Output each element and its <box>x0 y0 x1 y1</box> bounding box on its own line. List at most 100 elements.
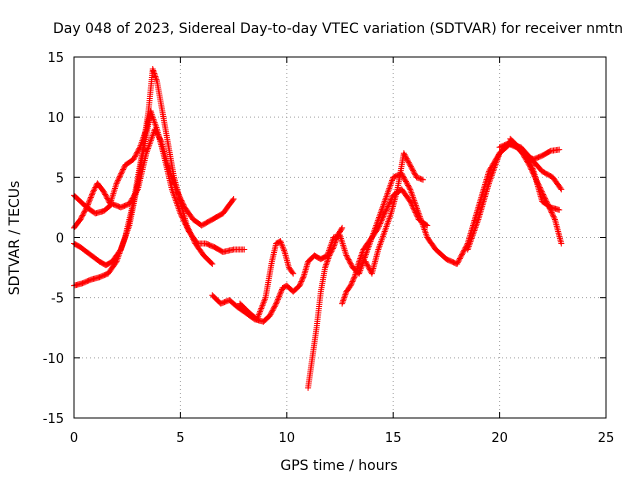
data-point <box>116 174 123 181</box>
data-point <box>459 251 466 258</box>
data-point <box>409 166 416 173</box>
data-point <box>80 211 87 218</box>
data-point <box>410 167 417 174</box>
data-point <box>130 156 137 163</box>
data-point <box>362 258 369 265</box>
data-point <box>183 224 190 231</box>
data-point <box>119 167 126 174</box>
data-point <box>86 197 93 204</box>
data-point <box>339 224 346 231</box>
data-point <box>407 199 414 206</box>
data-point <box>407 198 414 205</box>
data-point <box>177 196 184 203</box>
data-point <box>363 261 370 268</box>
data-point <box>278 287 285 294</box>
data-point <box>542 195 549 202</box>
data-point <box>412 171 419 178</box>
data-point <box>460 248 467 255</box>
data-point <box>78 215 85 222</box>
data-point <box>329 246 336 253</box>
data-point <box>348 279 355 286</box>
data-point <box>403 179 410 186</box>
y-tick-label: 0 <box>56 232 64 247</box>
data-point <box>407 162 414 169</box>
data-point <box>383 206 390 213</box>
data-point <box>557 185 564 192</box>
data-point <box>348 261 355 268</box>
data-point <box>275 294 282 301</box>
data-point <box>344 255 351 262</box>
data-point <box>386 200 393 207</box>
data-point <box>382 209 389 216</box>
data-point <box>177 194 184 201</box>
data-point <box>405 183 412 190</box>
data-point <box>402 177 409 184</box>
data-point <box>326 252 333 259</box>
data-point <box>274 297 281 304</box>
data-point <box>556 146 563 153</box>
data-point <box>298 278 305 285</box>
data-point <box>405 182 412 189</box>
data-point <box>524 152 531 159</box>
y-tick-label: -10 <box>43 352 64 367</box>
data-point <box>80 209 87 216</box>
data-point <box>343 252 350 259</box>
data-point <box>89 190 96 197</box>
data-point <box>404 156 411 163</box>
data-point <box>83 204 90 211</box>
data-point <box>208 260 215 267</box>
x-tick-label: 20 <box>491 431 508 446</box>
data-point <box>402 152 409 159</box>
data-point <box>374 226 381 233</box>
data-point <box>409 202 416 209</box>
data-point <box>177 210 184 217</box>
data-point <box>135 146 142 153</box>
data-point <box>241 246 248 253</box>
data-point <box>180 201 187 208</box>
data-point <box>85 200 92 207</box>
data-point <box>530 166 537 173</box>
data-point <box>381 210 388 217</box>
data-point <box>528 164 535 171</box>
data-point <box>88 193 95 200</box>
data-point <box>92 184 99 191</box>
x-tick-label: 10 <box>279 431 296 446</box>
data-point <box>183 222 190 229</box>
series-arc-9 <box>362 150 426 277</box>
data-point <box>364 262 371 269</box>
data-point <box>526 156 533 163</box>
data-point <box>120 165 127 172</box>
data-point <box>551 215 558 222</box>
data-point <box>423 221 430 228</box>
data-point <box>86 198 93 205</box>
data-point <box>82 207 89 214</box>
x-tick-label: 0 <box>70 431 78 446</box>
data-point <box>115 176 122 183</box>
data-point <box>179 214 186 221</box>
data-point <box>345 256 352 263</box>
y-tick-label: -5 <box>51 292 64 307</box>
data-point <box>117 172 124 179</box>
data-point <box>88 191 95 198</box>
data-point <box>132 152 139 159</box>
data-point <box>408 201 415 208</box>
data-point <box>272 302 279 309</box>
data-point <box>528 162 535 169</box>
data-point <box>375 224 382 231</box>
data-point <box>455 258 462 265</box>
data-point <box>77 216 84 223</box>
y-tick-label: 10 <box>47 111 64 126</box>
data-point <box>346 283 353 290</box>
data-point <box>375 223 382 230</box>
data-point <box>182 221 189 228</box>
data-point <box>411 206 418 213</box>
data-point <box>527 161 534 168</box>
data-point <box>413 212 420 219</box>
data-point <box>102 192 109 199</box>
data-point <box>410 205 417 212</box>
data-point <box>290 270 297 277</box>
data-point <box>386 199 393 206</box>
data-point <box>406 160 413 167</box>
data-point <box>184 225 191 232</box>
